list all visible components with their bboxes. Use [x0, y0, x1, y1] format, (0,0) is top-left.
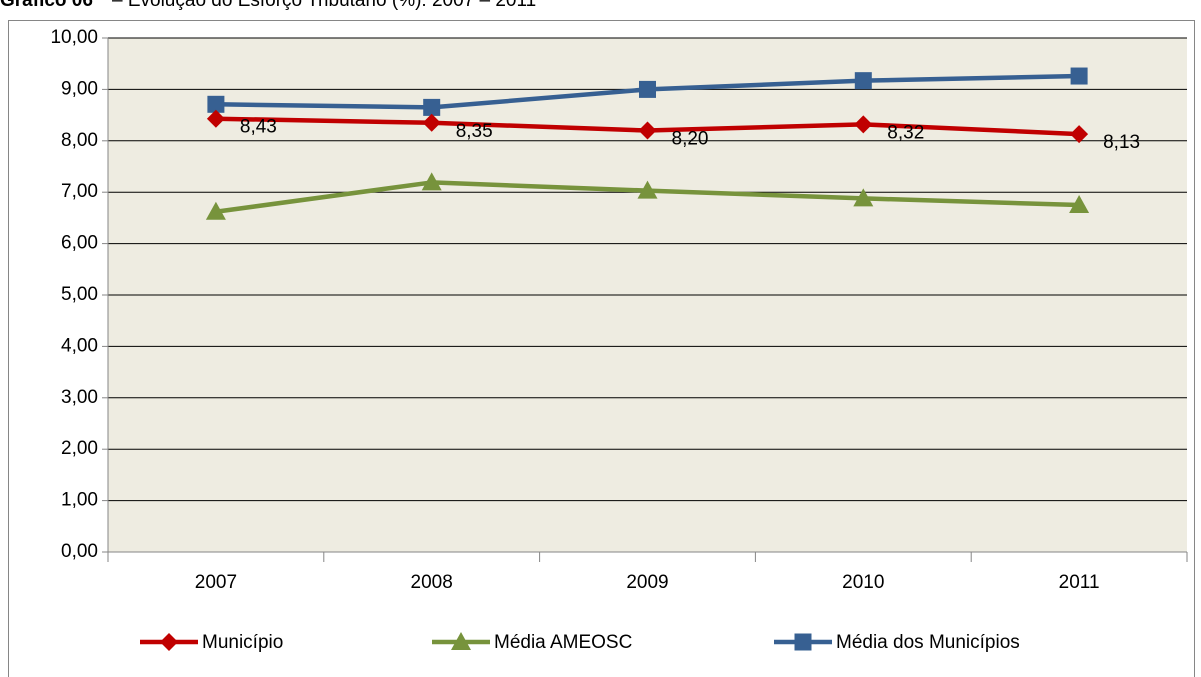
data-point — [638, 121, 657, 140]
legend-label: Município — [202, 632, 283, 653]
data-point — [639, 80, 656, 98]
data-label: 8,20 — [672, 129, 709, 150]
legend-marker — [160, 633, 178, 651]
data-point — [1070, 67, 1088, 85]
data-label: 8,13 — [1103, 132, 1140, 153]
x-tick-label: 2007 — [195, 572, 237, 593]
chart-title: – Evolução do Esforço Tributário (%): 20… — [112, 0, 536, 11]
y-tick-label: 7,00 — [61, 181, 98, 202]
y-tick-label: 4,00 — [61, 335, 98, 356]
legend-label: Média AMEOSC — [494, 632, 632, 653]
data-point — [205, 201, 226, 220]
y-tick-label: 1,00 — [61, 490, 98, 511]
x-tick-label: 2010 — [842, 572, 884, 593]
data-point — [422, 113, 441, 132]
data-point — [637, 180, 658, 199]
y-tick-label: 3,00 — [61, 387, 98, 408]
y-tick-label: 9,00 — [61, 78, 98, 99]
y-tick-label: 0,00 — [61, 541, 98, 562]
x-tick-label: 2008 — [411, 572, 453, 593]
x-tick-label: 2011 — [1059, 572, 1100, 593]
y-tick-label: 5,00 — [61, 284, 98, 305]
y-tick-label: 8,00 — [61, 130, 98, 151]
data-point — [854, 115, 873, 134]
data-point — [1070, 125, 1089, 144]
data-point — [207, 95, 225, 113]
legend-label: Média dos Municípios — [836, 632, 1020, 653]
data-point — [421, 172, 442, 191]
legend-marker — [451, 632, 471, 650]
data-label: 8,43 — [240, 117, 277, 138]
chart-title-number: Gráfico 06 — [0, 0, 93, 11]
y-tick-label: 6,00 — [61, 233, 98, 254]
data-point — [854, 72, 872, 90]
y-tick-label: 10,00 — [50, 27, 98, 48]
data-point — [206, 109, 225, 128]
y-tick-label: 2,00 — [61, 438, 98, 459]
data-point — [423, 98, 441, 116]
data-label: 8,35 — [456, 121, 493, 142]
data-point — [1069, 195, 1090, 214]
x-tick-label: 2009 — [626, 572, 668, 593]
legend-marker — [794, 633, 812, 651]
data-label: 8,32 — [887, 122, 924, 143]
data-point — [853, 188, 874, 207]
